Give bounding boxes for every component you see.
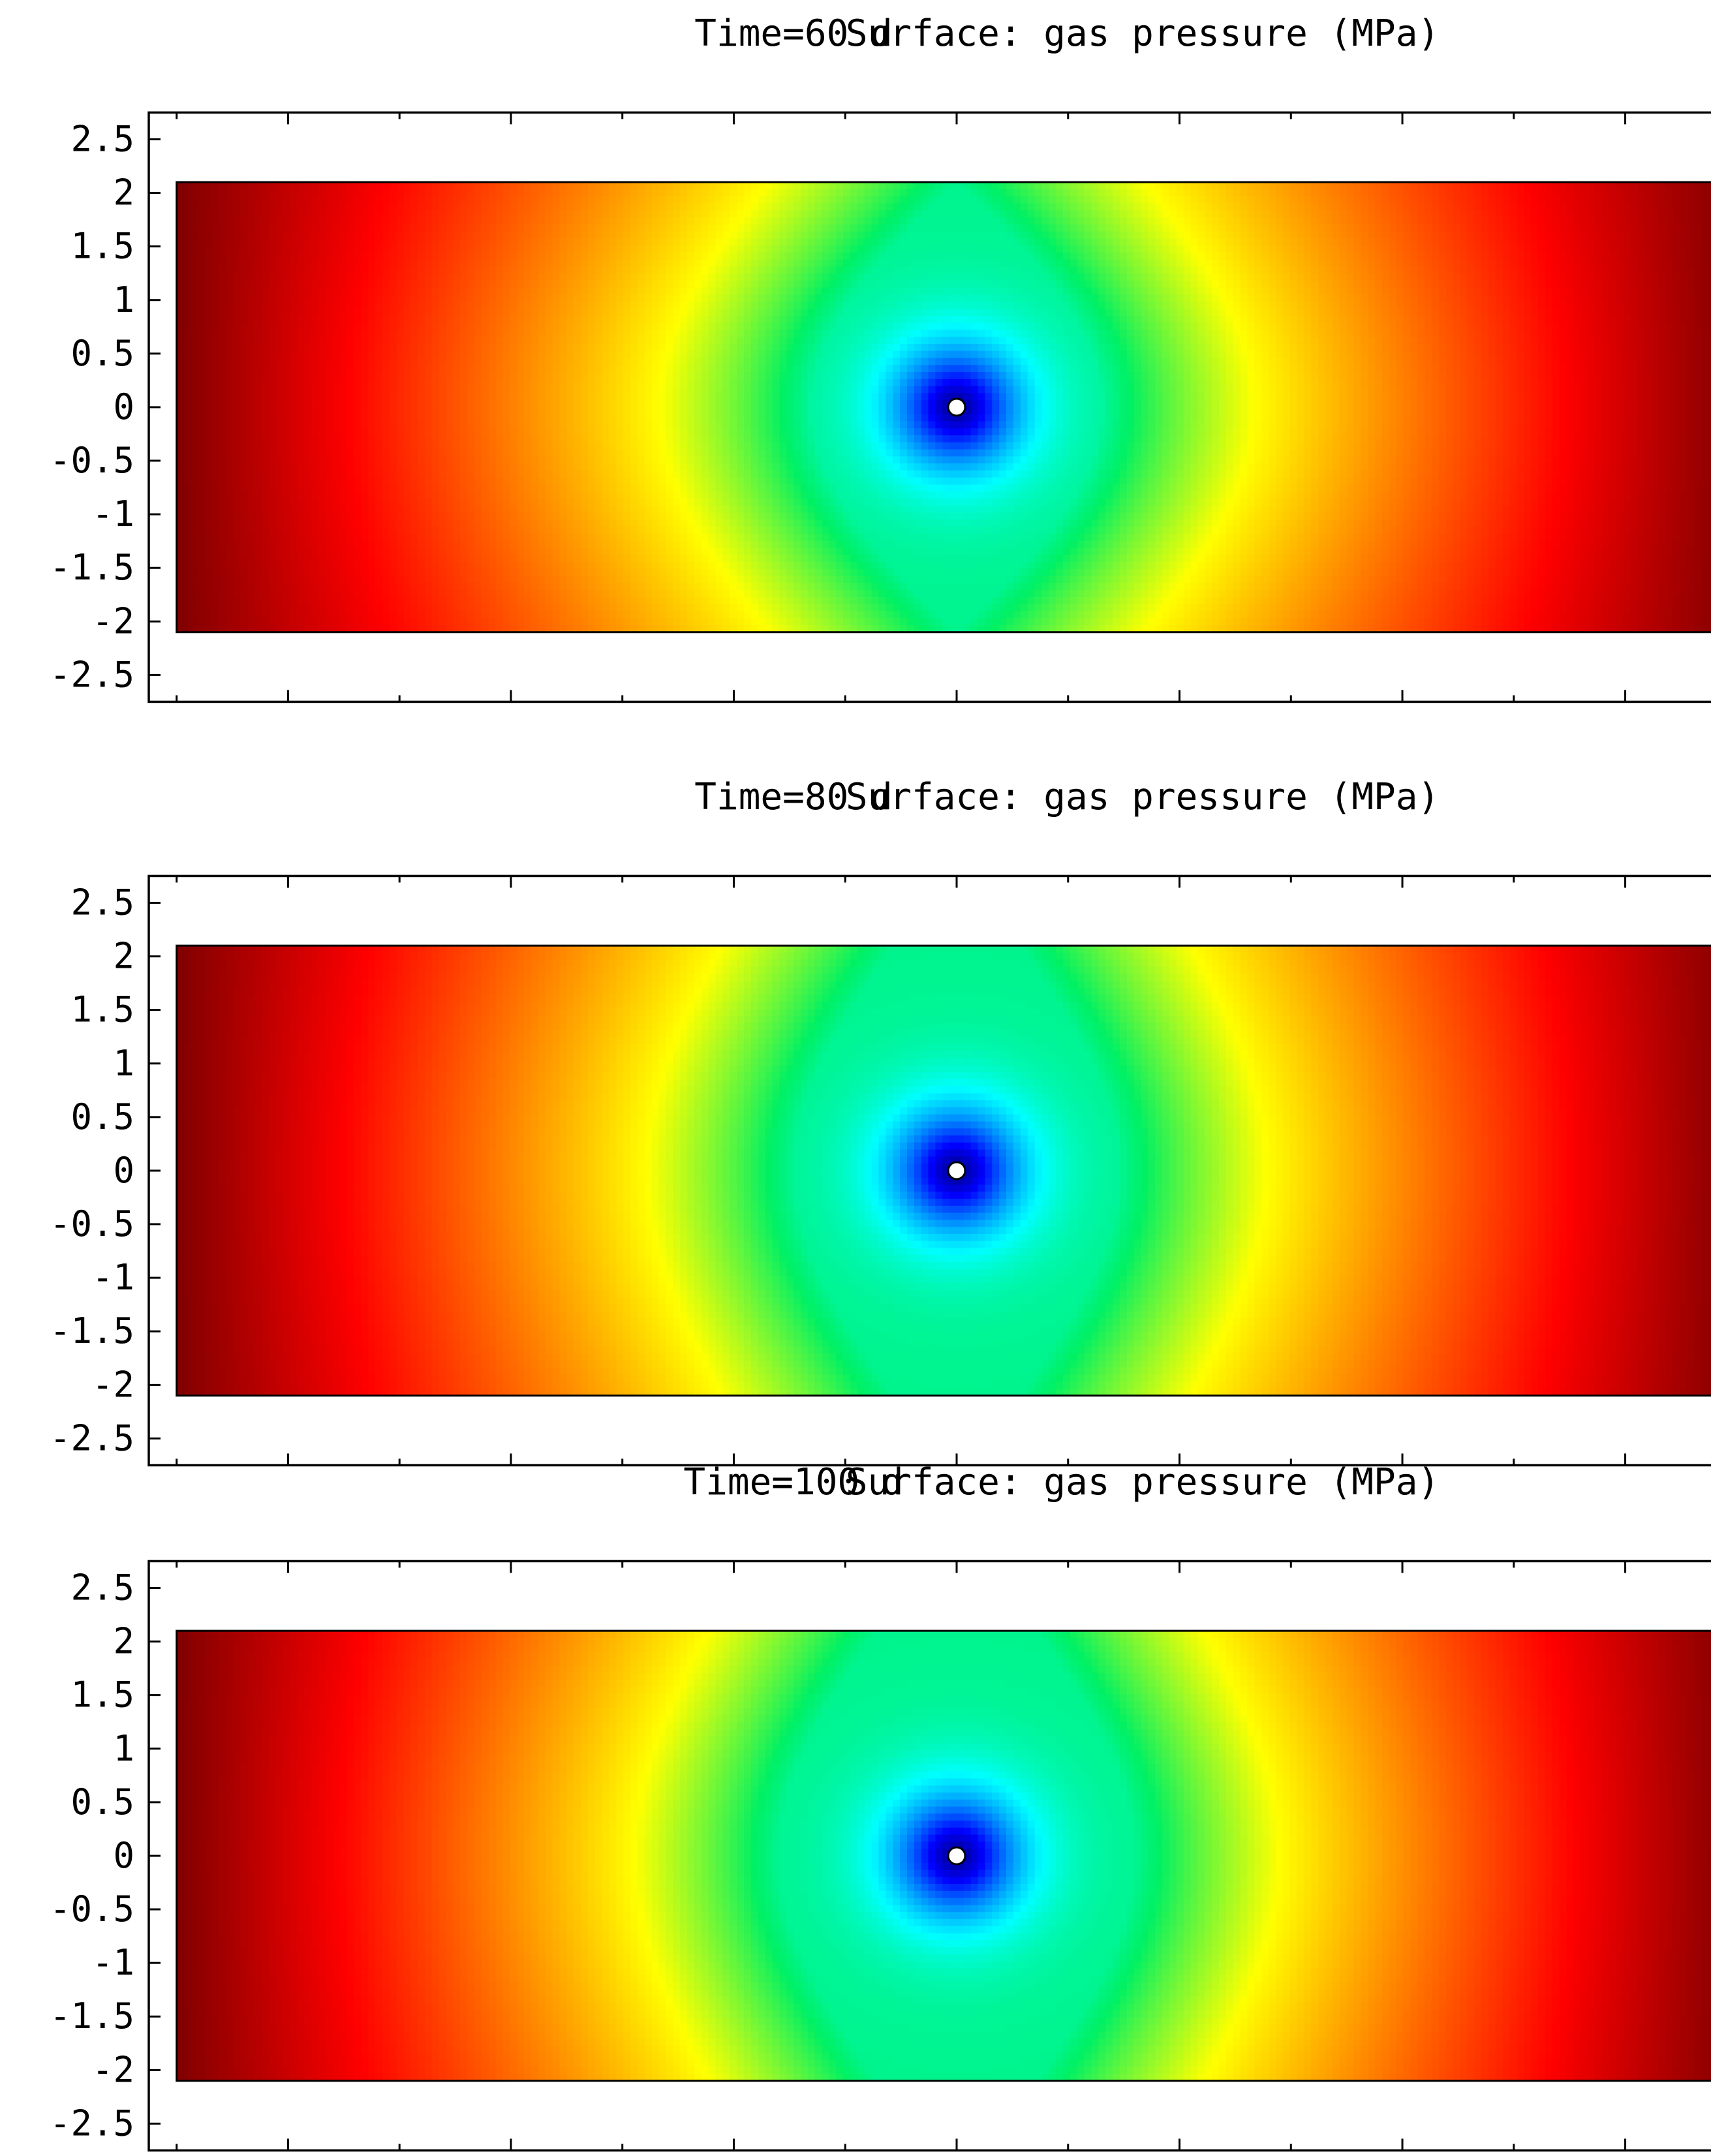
y-tick-label: -0.5	[50, 440, 134, 481]
y-tick-label: -2	[92, 600, 134, 641]
borehole	[948, 399, 965, 416]
y-tick-label: 0.5	[70, 1781, 134, 1823]
y-tick-label: -1	[92, 1942, 134, 1983]
y-tick-label: 1	[113, 1728, 134, 1769]
y-tick-label: -2	[92, 2049, 134, 2090]
y-tick-label: 2.5	[70, 882, 134, 923]
y-tick-label: 1.5	[70, 226, 134, 267]
y-tick-label: -1.5	[50, 547, 134, 588]
y-tick-label: 0	[113, 386, 134, 427]
y-tick-label: -0.5	[50, 1203, 134, 1244]
y-tick-label: -1	[92, 1257, 134, 1298]
chart-title-surface: Surface: gas pressure (MPa)	[846, 12, 1440, 55]
y-tick-label: -1.5	[50, 1995, 134, 2037]
y-tick-label: 0.5	[70, 1096, 134, 1137]
y-tick-label: -0.5	[50, 1888, 134, 1930]
y-tick-label: 2.5	[70, 1567, 134, 1608]
y-tick-label: -2	[92, 1364, 134, 1405]
y-tick-label: 1	[113, 1043, 134, 1084]
y-tick-label: -1	[92, 493, 134, 534]
pressure-surface	[177, 182, 1711, 632]
y-tick-label: 1.5	[70, 1674, 134, 1716]
chart-title-surface: Surface: gas pressure (MPa)	[846, 1461, 1440, 1503]
y-tick-label: 2	[113, 172, 134, 213]
y-tick-label: -1.5	[50, 1310, 134, 1351]
y-tick-label: 0	[113, 1150, 134, 1191]
y-tick-label: 0	[113, 1835, 134, 1876]
y-tick-label: -2.5	[50, 654, 134, 695]
y-tick-label: 2	[113, 1621, 134, 1662]
pressure-surface	[177, 1631, 1711, 2081]
pressure-surface	[177, 946, 1711, 1396]
y-tick-label: -2.5	[50, 2102, 134, 2144]
y-tick-label: 0.5	[70, 333, 134, 374]
chart-title-surface: Surface: gas pressure (MPa)	[846, 776, 1440, 818]
y-tick-label: 1	[113, 279, 134, 320]
y-tick-label: 2	[113, 936, 134, 977]
borehole	[948, 1162, 965, 1179]
y-tick-label: 2.5	[70, 118, 134, 159]
borehole	[948, 1847, 965, 1864]
y-tick-label: 1.5	[70, 989, 134, 1030]
